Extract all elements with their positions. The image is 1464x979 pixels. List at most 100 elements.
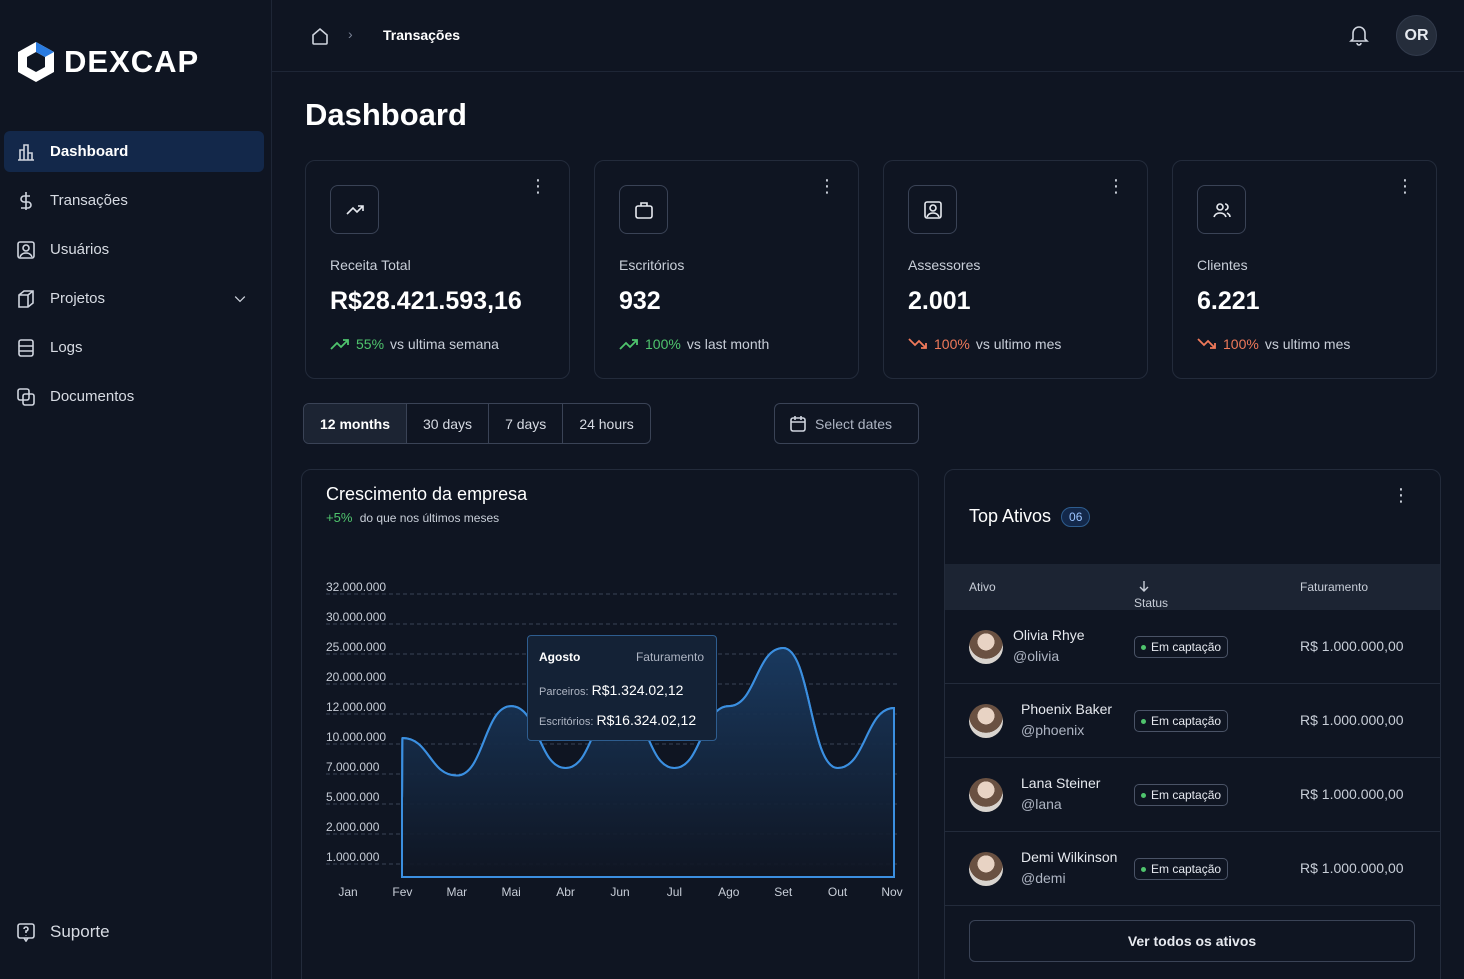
see-all-button[interactable]: Ver todos os ativos: [969, 920, 1415, 962]
sidebar-item-logs[interactable]: Logs: [4, 327, 264, 368]
range-tabs: 12 months 30 days 7 days 24 hours: [303, 403, 651, 444]
stat-delta: 55% vs ultima semana: [330, 336, 499, 352]
row-name: Lana Steiner: [1021, 775, 1101, 791]
trend-down-icon: [1197, 338, 1216, 349]
more-vertical-icon[interactable]: ⋮: [1107, 176, 1125, 196]
stat-card-receita: ⋮ Receita Total R$28.421.593,16 55% vs u…: [305, 160, 570, 379]
status-badge: Em captação: [1134, 784, 1229, 806]
y-tick-label: 20.000.000: [326, 670, 386, 684]
topbar: › Transações OR: [272, 0, 1464, 72]
column-header-ativo[interactable]: Ativo: [969, 580, 996, 594]
x-tick-label: Ago: [718, 885, 740, 899]
tooltip-row-value: R$16.324.02,12: [596, 712, 697, 728]
sidebar-item-label: Transações: [50, 192, 128, 209]
column-header-faturamento[interactable]: Faturamento: [1300, 580, 1369, 594]
stat-delta-value: 100%: [934, 336, 970, 352]
x-tick-label: Jan: [338, 885, 357, 899]
y-tick-label: 5.000.000: [326, 790, 380, 804]
bar-chart-icon: [18, 143, 34, 161]
users-icon: [1197, 185, 1246, 234]
sidebar-item-projetos[interactable]: Projetos: [4, 278, 264, 319]
row-amount: R$ 1.000.000,00: [1300, 638, 1404, 654]
tab-24-hours[interactable]: 24 hours: [579, 415, 634, 432]
table-row[interactable]: Lana Steiner @lana Em captação R$ 1.000.…: [945, 758, 1440, 832]
trend-down-icon: [908, 338, 927, 349]
table-row[interactable]: Olivia Rhye @olivia Em captação R$ 1.000…: [945, 610, 1440, 684]
row-handle: @lana: [1021, 796, 1062, 812]
y-tick-label: 2.000.000: [326, 820, 380, 834]
sidebar-item-dashboard[interactable]: Dashboard: [4, 131, 264, 172]
top-ativos-card: Top Ativos 06 ⋮ Ativo Status Faturamento…: [944, 469, 1441, 979]
table-header: Ativo Status Faturamento: [945, 564, 1440, 610]
tooltip-row: Parceiros: R$1.324.02,12: [539, 682, 683, 698]
status-badge: Em captação: [1134, 636, 1229, 658]
stat-card-assessores: ⋮ Assessores 2.001 100% vs ultimo mes: [883, 160, 1148, 379]
section-title: Top Ativos: [969, 506, 1052, 526]
table-row[interactable]: Phoenix Baker @phoenix Em captação R$ 1.…: [945, 684, 1440, 758]
stat-delta-text: vs ultimo mes: [1264, 336, 1351, 352]
sidebar-item-usuarios[interactable]: Usuários: [4, 229, 264, 270]
stat-value: 2.001: [908, 287, 971, 315]
sidebar-item-documentos[interactable]: Documentos: [4, 376, 264, 417]
sidebar-item-suporte[interactable]: Suporte: [16, 922, 110, 942]
x-tick-label: Fev: [392, 885, 412, 899]
stat-label: Escritórios: [619, 257, 685, 273]
tab-30-days[interactable]: 30 days: [407, 404, 490, 443]
stat-value: 6.221: [1197, 287, 1260, 315]
chevron-right-icon: ›: [348, 26, 353, 42]
chart-change: +5%: [326, 510, 353, 525]
sidebar-nav: Dashboard Transações Usuários Projetos L…: [4, 131, 264, 425]
y-tick-label: 10.000.000: [326, 730, 386, 744]
arrow-down-icon: [1139, 581, 1149, 592]
x-tick-label: Abr: [556, 885, 575, 899]
support-label: Suporte: [50, 922, 110, 941]
x-tick-label: Set: [774, 885, 793, 899]
sidebar-item-label: Usuários: [50, 241, 110, 258]
stat-delta-text: vs ultimo mes: [975, 336, 1062, 352]
breadcrumb[interactable]: Transações: [383, 27, 461, 43]
growth-chart-card: Crescimento da empresa +5% do que nos úl…: [301, 469, 919, 979]
trend-up-icon: [330, 185, 379, 234]
stat-delta-value: 100%: [1223, 336, 1259, 352]
row-amount: R$ 1.000.000,00: [1300, 860, 1404, 876]
cube-icon: [18, 289, 34, 308]
column-header-status[interactable]: Status: [1134, 580, 1168, 610]
table-row[interactable]: Demi Wilkinson @demi Em captação R$ 1.00…: [945, 832, 1440, 906]
chevron-down-icon[interactable]: [232, 291, 248, 307]
briefcase-icon: [619, 185, 668, 234]
page-title: Dashboard: [305, 97, 467, 132]
avatar: [969, 704, 1003, 738]
stat-label: Clientes: [1197, 257, 1248, 273]
tooltip-month: Agosto: [539, 650, 581, 664]
more-vertical-icon[interactable]: ⋮: [1392, 485, 1410, 505]
stat-delta-value: 55%: [356, 336, 385, 352]
user-square-icon: [908, 185, 957, 234]
y-tick-label: 1.000.000: [326, 850, 380, 864]
stat-delta-value: 100%: [645, 336, 681, 352]
select-dates-button[interactable]: Select dates: [774, 403, 919, 444]
avatar: [969, 630, 1003, 664]
more-vertical-icon[interactable]: ⋮: [529, 176, 547, 196]
more-vertical-icon[interactable]: ⋮: [818, 176, 836, 196]
x-tick-label: Out: [828, 885, 848, 899]
growth-chart[interactable]: 32.000.000 30.000.000 25.000.000 20.000.000…: [302, 470, 920, 979]
row-handle: @olivia: [1013, 648, 1060, 664]
x-tick-label: Jun: [610, 885, 629, 899]
trend-up-icon: [330, 339, 349, 350]
bell-icon[interactable]: [1349, 24, 1369, 46]
logo[interactable]: DEXCAP: [16, 40, 199, 84]
tab-7-days[interactable]: 7 days: [489, 404, 564, 443]
tab-12-months[interactable]: 12 months: [304, 404, 408, 443]
more-vertical-icon[interactable]: ⋮: [1396, 176, 1414, 196]
home-icon[interactable]: [310, 26, 330, 46]
stat-label: Assessores: [908, 257, 981, 273]
stat-delta: 100% vs last month: [619, 336, 769, 352]
user-avatar[interactable]: OR: [1396, 15, 1437, 56]
chart-title: Crescimento da empresa: [326, 484, 528, 504]
chart-tooltip: Agosto Faturamento Parceiros: R$1.324.02…: [527, 635, 717, 741]
stat-value: R$28.421.593,16: [330, 287, 522, 315]
stat-delta: 100% vs ultimo mes: [908, 336, 1061, 352]
sidebar-item-transacoes[interactable]: Transações: [4, 180, 264, 221]
tooltip-column: Faturamento: [635, 650, 704, 664]
sidebar-item-label: Documentos: [50, 388, 135, 405]
